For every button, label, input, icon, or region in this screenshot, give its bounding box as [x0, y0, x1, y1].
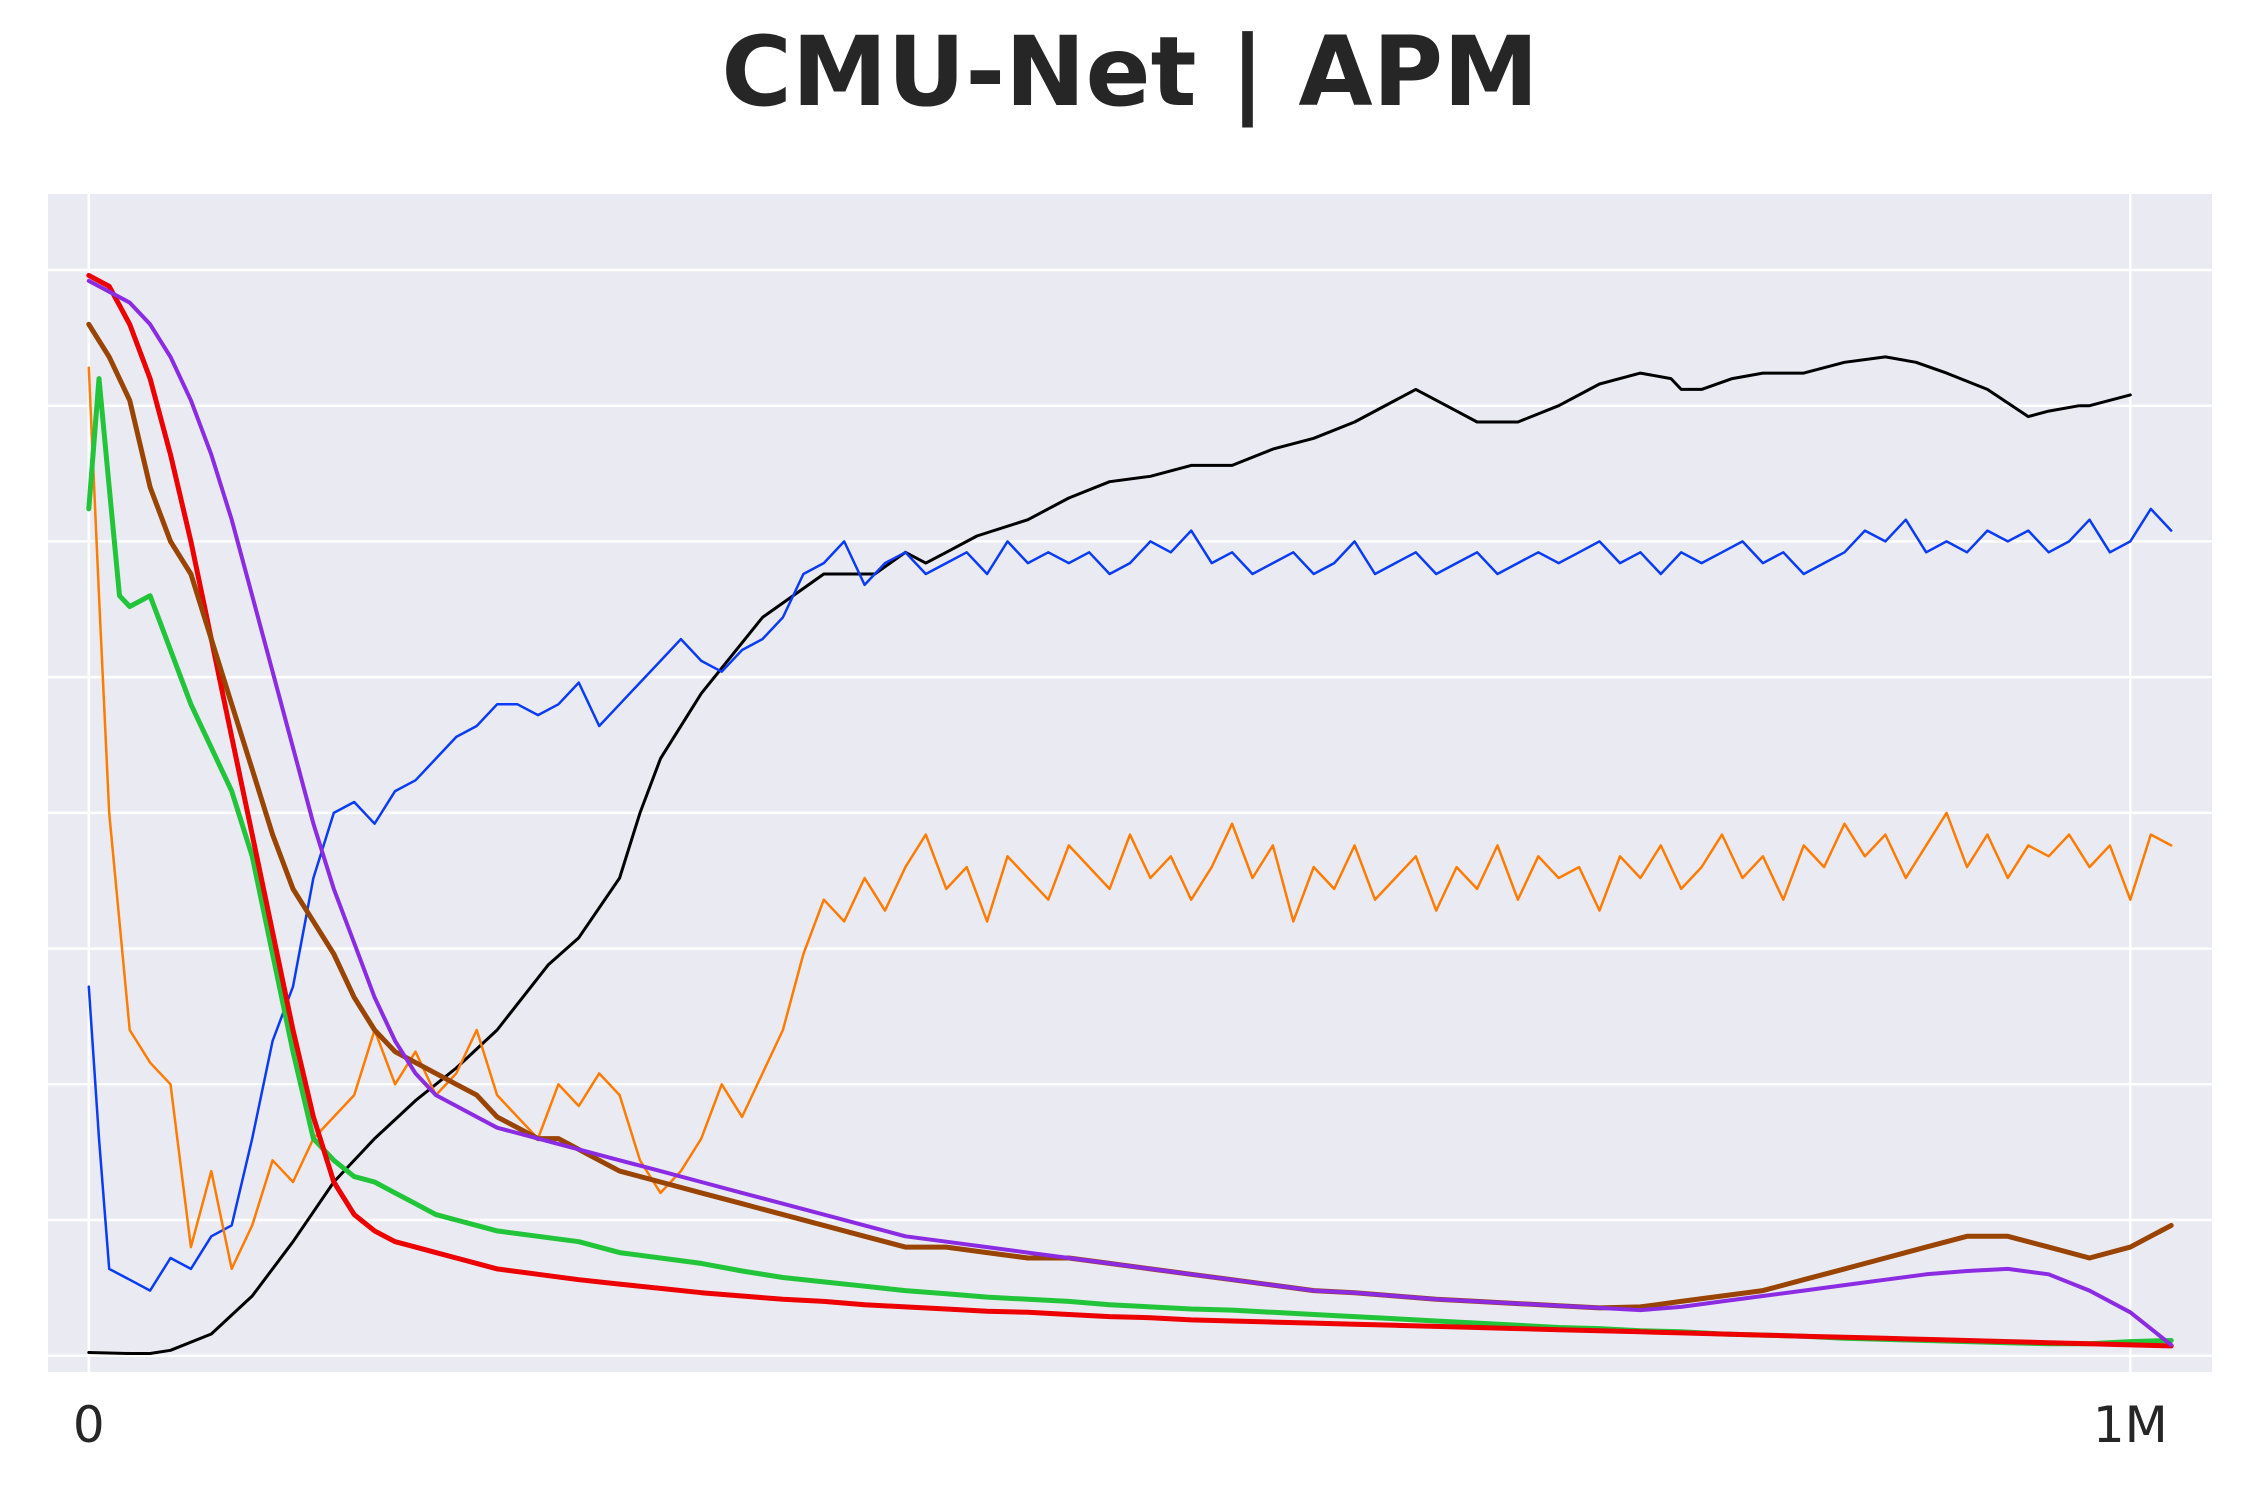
series-line-6: [86, 278, 2174, 1347]
series-line-2: [87, 366, 2173, 1271]
chart-title: CMU-Net | APM: [721, 16, 1538, 129]
x-tick-label-0: 0: [73, 1396, 105, 1454]
x-tick-labels: 0 1M: [73, 1396, 2168, 1454]
series-line-4: [86, 272, 2174, 1349]
plot-background: [48, 194, 2212, 1372]
series-line-1: [87, 507, 2173, 1292]
x-tick-label-1: 1M: [2093, 1396, 2168, 1454]
series-line-5: [86, 321, 2174, 1311]
series-lines: [86, 272, 2174, 1355]
grid-lines: [48, 194, 2212, 1372]
series-line-0: [87, 355, 2132, 1355]
